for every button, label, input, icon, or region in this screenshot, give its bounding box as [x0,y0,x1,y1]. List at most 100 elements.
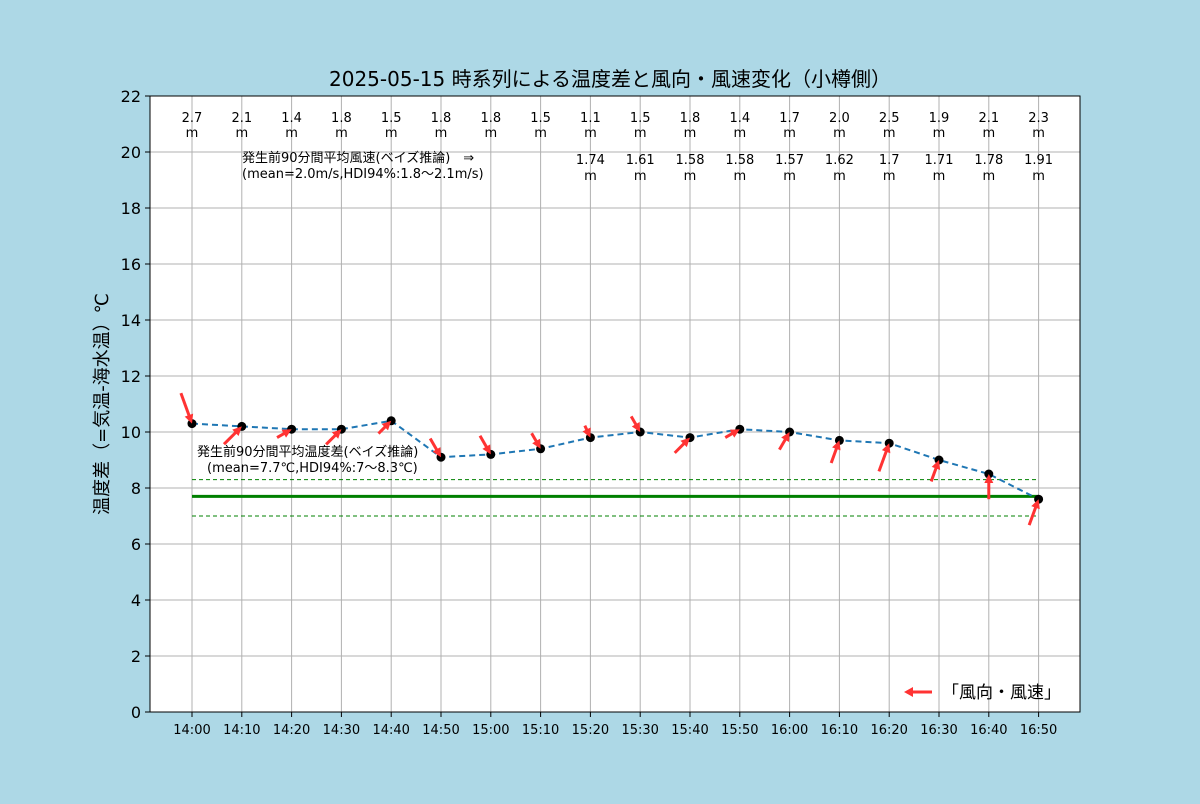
plot-frame [149,95,1081,713]
y-tick-label: 2 [131,647,141,666]
wind-arrow [222,426,242,446]
wind-speed-label: 2.7 [182,111,203,126]
y-tick-label: 4 [131,591,141,610]
wind-arrow-shaft [877,448,889,472]
bayes-wind-unit: m [783,169,796,184]
wind-speed-label: 1.5 [381,111,402,126]
wind-arrowhead [881,443,891,454]
x-tick-label: 15:20 [572,723,609,738]
y-tick-label: 22 [121,87,141,106]
bayes-wind-label: 1.78 [974,153,1003,168]
bayes-wind-label: 1.91 [1024,153,1053,168]
wind-arrowhead [532,438,541,449]
wind-speed-unit: m [1032,126,1045,141]
wind-arrow [724,429,740,439]
x-tick-label: 14:30 [323,723,360,738]
x-tick-label: 16:20 [870,723,907,738]
wind-arrow [478,434,491,455]
wind-speed-unit: m [186,126,199,141]
x-tick-label: 16:30 [920,723,957,738]
wind-arrow [276,429,292,439]
wind-speed-unit: m [335,126,348,141]
wind-arrowhead [832,440,841,451]
wind-speed-unit: m [584,126,597,141]
wind-arrow [428,437,441,458]
plot-area [150,96,1080,712]
wind-speed-unit: m [883,126,896,141]
bayes-wind-unit: m [733,169,746,184]
x-tick-label: 14:20 [273,723,310,738]
temp-annotation-line2: (mean=7.7℃,HDI94%:7～8.3℃) [207,461,418,476]
x-tick-label: 14:40 [372,723,409,738]
bayes-wind-unit: m [634,169,647,184]
bayes-wind-unit: m [1032,169,1045,184]
wind-arrowhead [381,420,392,431]
legend: 「風向・風速」 [904,683,1061,703]
wind-labels: 2.7m2.1m1.4m1.8m1.5m1.8m1.8m1.5m1.1m1.5m… [182,111,1053,184]
wind-speed-unit: m [534,126,547,141]
y-tick-label: 16 [121,255,141,274]
wind-speed-unit: m [634,126,647,141]
y-tick-label: 10 [121,423,141,442]
wind-speed-label: 1.8 [331,111,352,126]
y-axis-label: 温度差（=気温-海水温）℃ [92,293,113,515]
wind-arrow-shaft [1027,504,1038,526]
wind-speed-unit: m [733,126,746,141]
wind-arrowhead [331,429,342,439]
wind-arrow [629,415,641,432]
x-tick-label: 15:40 [671,723,708,738]
wind-speed-unit: m [285,126,298,141]
x-tick-label: 14:50 [422,723,459,738]
temperature-band [192,479,1039,517]
y-tick-label: 8 [131,479,141,498]
wind-arrow [829,440,841,464]
wind-arrowhead [232,426,242,436]
bayes-wind-label: 1.74 [576,153,605,168]
bayes-wind-label: 1.7 [879,153,900,168]
wind-arrow [179,392,194,424]
y-tick-label: 20 [121,143,141,162]
wind-arrow [530,432,541,449]
wind-arrowhead [432,447,441,458]
wind-arrow [984,474,994,500]
wind-annotation-line2: (mean=2.0m/s,HDI94%:1.8～2.1m/s) [242,167,484,182]
wind-speed-label: 2.1 [231,111,252,126]
wind-speed-label: 1.5 [530,111,551,126]
bayes-wind-label: 1.57 [775,153,804,168]
y-tick-label: 14 [121,311,141,330]
wind-speed-unit: m [385,126,398,141]
bayes-wind-label: 1.62 [825,153,854,168]
wind-arrow [673,437,690,454]
wind-arrow [582,425,591,438]
wind-speed-label: 2.3 [1028,111,1049,126]
wind-annotation-line1: 発生前90分間平均風速(ベイズ推論) ⇒ [242,150,474,166]
bayes-wind-unit: m [883,169,896,184]
bayes-wind-unit: m [933,169,946,184]
wind-speed-label: 1.4 [729,111,750,126]
wind-arrowhead [281,429,292,438]
wind-speed-label: 1.8 [480,111,501,126]
wind-speed-unit: m [783,126,796,141]
bayes-wind-label: 1.58 [725,153,754,168]
x-tick-label: 16:00 [771,723,808,738]
wind-arrowhead [631,421,641,432]
wind-arrowhead [482,444,491,455]
wind-speed-label: 1.4 [281,111,302,126]
bayes-wind-unit: m [684,169,697,184]
wind-speed-label: 1.8 [680,111,701,126]
wind-arrowhead [931,460,941,470]
x-tick-label: 14:00 [173,723,210,738]
x-tick-label: 15:50 [721,723,758,738]
bayes-wind-label: 1.58 [676,153,705,168]
bayes-wind-unit: m [833,169,846,184]
x-tick-label: 16:40 [970,723,1007,738]
wind-speed-label: 1.7 [779,111,800,126]
x-tick-label: 15:30 [621,723,658,738]
wind-arrow [877,443,891,472]
wind-speed-unit: m [933,126,946,141]
wind-speed-label: 2.0 [829,111,850,126]
wind-speed-label: 2.5 [879,111,900,126]
wind-arrows [179,392,1040,526]
legend-label: 「風向・風速」 [942,683,1061,703]
